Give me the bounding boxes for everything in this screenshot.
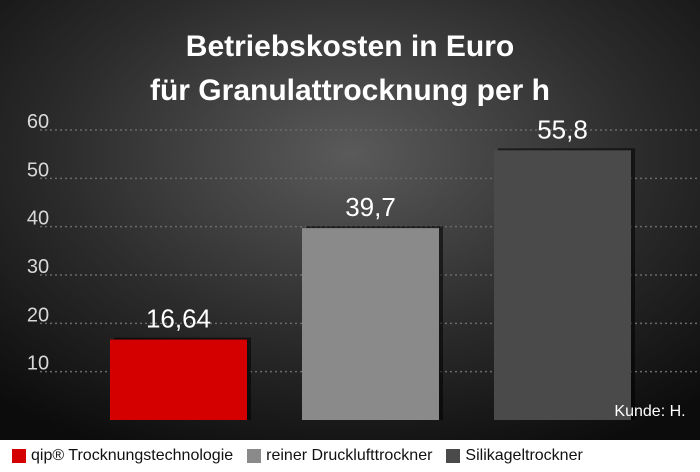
legend-label: reiner Drucklufttrockner xyxy=(266,447,433,464)
y-tick-label: 10 xyxy=(27,353,49,375)
chart-title: Betriebskosten in Euro xyxy=(186,30,514,63)
bar xyxy=(110,339,247,420)
data-labels: 16,64 39,7 55,8 xyxy=(146,114,588,333)
legend-label: Silikageltrockner xyxy=(465,447,583,464)
y-axis-ticks: 10 20 30 40 50 60 xyxy=(27,111,49,375)
legend: qip® Trocknungstechnologie reiner Drucklu… xyxy=(0,440,700,472)
y-tick-label: 30 xyxy=(27,256,49,278)
legend-label: qip® Trocknungstechnologie xyxy=(31,447,234,464)
bars xyxy=(110,148,635,421)
bar-value-label: 55,8 xyxy=(537,114,588,144)
y-tick-label: 40 xyxy=(27,208,49,230)
legend-item: qip® Trocknungstechnologie xyxy=(12,447,233,465)
y-tick-label: 20 xyxy=(27,304,49,326)
legend-item: reiner Drucklufttrockner xyxy=(247,447,432,465)
bar-value-label: 39,7 xyxy=(345,192,396,222)
annotation: Kunde: H. xyxy=(614,403,685,420)
legend-item: Silikageltrockner xyxy=(446,447,583,465)
y-tick-label: 50 xyxy=(27,159,49,181)
chart-subtitle: für Granulattrocknung per h xyxy=(150,74,550,107)
legend-swatch xyxy=(247,449,262,463)
bar xyxy=(302,228,439,420)
y-tick-label: 60 xyxy=(27,111,49,133)
bar-chart: Betriebskosten in Euro für Granulattrock… xyxy=(0,0,700,440)
bar xyxy=(494,150,631,421)
legend-swatch xyxy=(446,449,461,463)
bar-value-label: 16,64 xyxy=(146,304,211,334)
legend-swatch xyxy=(12,449,26,463)
